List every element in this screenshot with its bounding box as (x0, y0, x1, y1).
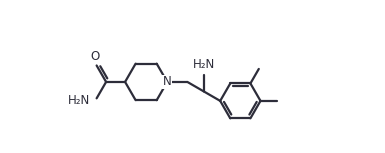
Text: H₂N: H₂N (192, 58, 215, 71)
Text: H₂N: H₂N (67, 94, 90, 107)
Text: N: N (163, 75, 172, 88)
Text: O: O (90, 50, 100, 63)
